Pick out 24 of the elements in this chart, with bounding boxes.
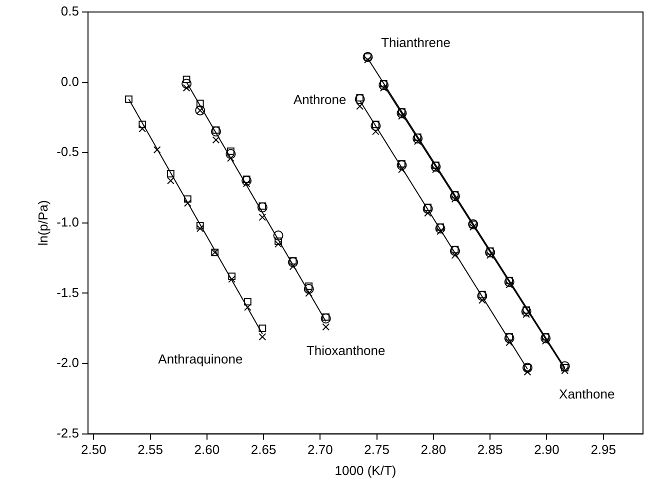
- text: Thioxanthone: [306, 342, 386, 358]
- x-axis-title: 1000 (K/T): [334, 462, 396, 478]
- series-label: Xanthone: [559, 386, 615, 402]
- y-tick-label: -1.0: [56, 214, 79, 230]
- series-label: Anthrone: [293, 92, 346, 108]
- x-tick-label: 2.75: [364, 442, 390, 458]
- x-tick-label: 2.80: [420, 442, 446, 458]
- x-tick-label: 2.90: [534, 442, 560, 458]
- series-label: Thianthrene: [381, 34, 450, 50]
- y-tick-label: -2.5: [56, 425, 79, 440]
- y-tick-label: 0.5: [60, 4, 79, 19]
- x-tick-label: 2.50: [81, 442, 106, 458]
- x-tick-label: 2.65: [250, 442, 276, 458]
- x-tick-label: 2.85: [477, 442, 503, 458]
- x-tick-label: 2.70: [308, 442, 333, 458]
- x-tick-label: 2.55: [138, 442, 163, 458]
- y-tick-label: -0.5: [56, 144, 79, 160]
- x-tick-label: 2.60: [194, 442, 220, 458]
- y-axis-title: ln(p/Pa): [35, 200, 50, 246]
- x-tick-label: 2.95: [590, 442, 616, 458]
- y-tick-label: -2.0: [56, 355, 79, 370]
- y-tick-label: -1.5: [56, 284, 79, 300]
- text: Anthraquinone: [158, 352, 243, 367]
- y-tick-label: 0.0: [60, 74, 79, 89]
